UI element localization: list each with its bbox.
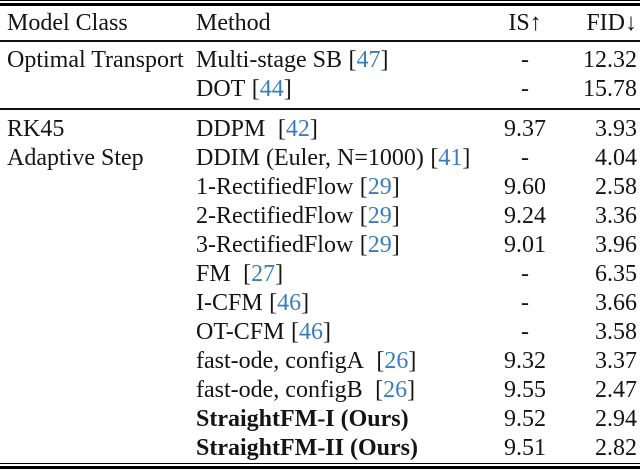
is-value-cell: 9.60 xyxy=(504,174,546,200)
section-divider-rule xyxy=(0,108,640,110)
fid-value-cell: 12.32 xyxy=(583,47,637,73)
model-class-cell: Optimal Transport xyxy=(7,47,184,73)
citation-number[interactable]: 46 xyxy=(277,290,302,316)
method-cell: DOT [44] xyxy=(196,76,292,102)
is-value-cell: - xyxy=(521,145,529,171)
fid-value-cell: 3.36 xyxy=(595,203,637,229)
citation-number[interactable]: 29 xyxy=(367,203,392,229)
citation-link[interactable]: [27] xyxy=(243,261,284,287)
method-cell: I-CFM [46] xyxy=(196,290,310,316)
method-cell: OT-CFM [46] xyxy=(196,319,331,345)
table-row: 3-RectifiedFlow [29] 9.01 3.96 xyxy=(0,231,640,260)
citation-link[interactable]: [42] xyxy=(277,116,318,142)
column-header-fid: FID↓ xyxy=(586,9,637,36)
model-class-cell: RK45 xyxy=(7,116,65,142)
method-cell: 1-RectifiedFlow [29] xyxy=(196,174,400,200)
model-class-cell: Adaptive Step xyxy=(7,145,144,171)
table-row: I-CFM [46] - 3.66 xyxy=(0,289,640,318)
fid-value-cell: 3.66 xyxy=(595,290,637,316)
table-row: OT-CFM [46] - 3.58 xyxy=(0,318,640,347)
top-rule-thick xyxy=(0,3,640,6)
fid-value-cell: 3.96 xyxy=(595,232,637,258)
citation-link[interactable]: [44] xyxy=(251,76,292,102)
table-header-row: Model Class Method IS↑ FID↓ xyxy=(0,6,640,40)
method-cell: Multi-stage SB [47] xyxy=(196,47,389,73)
citation-number[interactable]: 29 xyxy=(367,174,392,200)
fid-value-cell: 4.04 xyxy=(595,145,637,171)
citation-number[interactable]: 26 xyxy=(383,377,408,403)
is-value-cell: 9.51 xyxy=(504,435,546,461)
table-row: FM [27] - 6.35 xyxy=(0,260,640,289)
fid-value-cell: 6.35 xyxy=(595,261,637,287)
citation-link[interactable]: [46] xyxy=(290,319,331,345)
is-value-cell: 9.32 xyxy=(504,348,546,374)
citation-number[interactable]: 46 xyxy=(298,319,323,345)
fid-value-cell: 2.58 xyxy=(595,174,637,200)
header-rule xyxy=(0,40,640,42)
column-header-is: IS↑ xyxy=(508,9,542,36)
table-row: fast-ode, configB [26] 9.55 2.47 xyxy=(0,376,640,405)
is-value-cell: 9.01 xyxy=(504,232,546,258)
method-cell: 2-RectifiedFlow [29] xyxy=(196,203,400,229)
fid-value-cell: 3.37 xyxy=(595,348,637,374)
table-row: fast-ode, configA [26] 9.32 3.37 xyxy=(0,347,640,376)
citation-number[interactable]: 47 xyxy=(356,47,381,73)
method-cell: StraightFM-I (Ours) xyxy=(196,406,409,432)
column-header-model-class: Model Class xyxy=(7,9,128,36)
table-row: DOT [44] - 15.78 xyxy=(0,75,640,104)
method-cell: 3-RectifiedFlow [29] xyxy=(196,232,400,258)
top-rule-gap xyxy=(0,1,640,3)
method-cell: fast-ode, configA [26] xyxy=(196,348,417,374)
method-cell: DDPM [42] xyxy=(196,116,318,142)
table-row: 1-RectifiedFlow [29] 9.60 2.58 xyxy=(0,173,640,202)
table-row: Adaptive Step DDIM (Euler, N=1000) [41] -… xyxy=(0,144,640,173)
table-row: RK45 DDPM [42] 9.37 3.93 xyxy=(0,115,640,144)
is-value-cell: - xyxy=(521,319,529,345)
citation-link[interactable]: [41] xyxy=(430,145,471,171)
citation-number[interactable]: 29 xyxy=(367,232,392,258)
method-cell: FM [27] xyxy=(196,261,284,287)
citation-number[interactable]: 41 xyxy=(438,145,463,171)
citation-link[interactable]: [26] xyxy=(375,377,416,403)
citation-number[interactable]: 27 xyxy=(251,261,276,287)
section-optimal-transport: Optimal Transport Multi-stage SB [47] - 1… xyxy=(0,42,640,108)
citation-link[interactable]: [29] xyxy=(359,232,400,258)
is-value-cell: 9.24 xyxy=(504,203,546,229)
method-cell: StraightFM-II (Ours) xyxy=(196,435,418,461)
citation-number[interactable]: 44 xyxy=(259,76,284,102)
is-value-cell: - xyxy=(521,290,529,316)
fid-value-cell: 2.94 xyxy=(595,406,637,432)
is-value-cell: - xyxy=(521,76,529,102)
top-rule-thin xyxy=(0,0,640,1)
column-header-method: Method xyxy=(196,9,271,36)
method-cell: fast-ode, configB [26] xyxy=(196,377,416,403)
table-row: StraightFM-II (Ours) 9.51 2.82 xyxy=(0,434,640,463)
fid-value-cell: 15.78 xyxy=(583,76,637,102)
is-value-cell: 9.37 xyxy=(504,116,546,142)
citation-link[interactable]: [47] xyxy=(348,47,389,73)
citation-number[interactable]: 42 xyxy=(285,116,310,142)
table-row: StraightFM-I (Ours) 9.52 2.94 xyxy=(0,405,640,434)
section-ode-solvers: RK45 DDPM [42] 9.37 3.93 Adaptive Step D… xyxy=(0,110,640,463)
is-value-cell: 9.55 xyxy=(504,377,546,403)
citation-link[interactable]: [46] xyxy=(269,290,310,316)
fid-value-cell: 2.47 xyxy=(595,377,637,403)
is-value-cell: - xyxy=(521,261,529,287)
method-cell: DDIM (Euler, N=1000) [41] xyxy=(196,145,471,171)
fid-value-cell: 3.93 xyxy=(595,116,637,142)
is-value-cell: - xyxy=(521,47,529,73)
bottom-rule-gap xyxy=(0,464,640,466)
citation-link[interactable]: [26] xyxy=(376,348,417,374)
citation-link[interactable]: [29] xyxy=(359,203,400,229)
bottom-rule-thick xyxy=(0,466,640,469)
citation-number[interactable]: 26 xyxy=(384,348,409,374)
table-row: 2-RectifiedFlow [29] 9.24 3.36 xyxy=(0,202,640,231)
fid-value-cell: 2.82 xyxy=(595,435,637,461)
citation-link[interactable]: [29] xyxy=(359,174,400,200)
bottom-rule-thin xyxy=(0,463,640,464)
is-value-cell: 9.52 xyxy=(504,406,546,432)
table-row: Optimal Transport Multi-stage SB [47] - 1… xyxy=(0,46,640,75)
fid-value-cell: 3.58 xyxy=(595,319,637,345)
